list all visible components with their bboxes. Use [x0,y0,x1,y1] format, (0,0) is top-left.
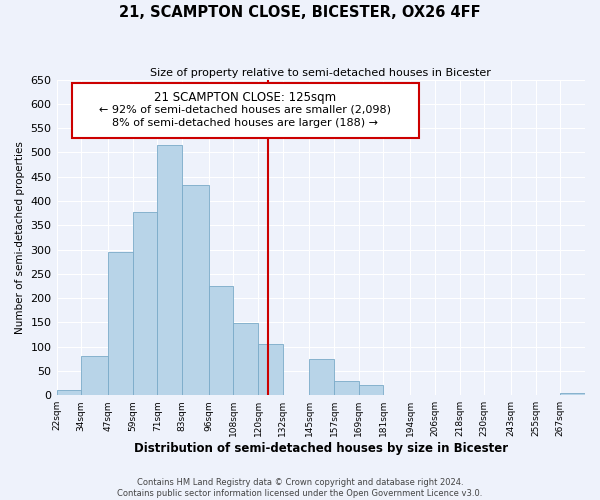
Bar [334,380,359,395]
Bar [233,324,258,395]
Bar [310,359,334,395]
Text: ← 92% of semi-detached houses are smaller (2,098): ← 92% of semi-detached houses are smalle… [100,104,391,115]
Text: 8% of semi-detached houses are larger (188) →: 8% of semi-detached houses are larger (1… [112,118,379,128]
Text: 21 SCAMPTON CLOSE: 125sqm: 21 SCAMPTON CLOSE: 125sqm [154,90,337,104]
Bar [108,252,133,395]
Bar [182,185,209,395]
Text: Contains HM Land Registry data © Crown copyright and database right 2024.
Contai: Contains HM Land Registry data © Crown c… [118,478,482,498]
Y-axis label: Number of semi-detached properties: Number of semi-detached properties [15,141,25,334]
Bar [56,390,81,395]
Bar [258,344,283,395]
Bar [81,356,108,395]
FancyBboxPatch shape [73,83,419,138]
Bar [560,393,585,395]
Title: Size of property relative to semi-detached houses in Bicester: Size of property relative to semi-detach… [151,68,491,78]
Bar [359,384,383,395]
Bar [209,286,233,395]
Bar [133,212,157,395]
X-axis label: Distribution of semi-detached houses by size in Bicester: Distribution of semi-detached houses by … [134,442,508,455]
Bar [157,145,182,395]
Text: 21, SCAMPTON CLOSE, BICESTER, OX26 4FF: 21, SCAMPTON CLOSE, BICESTER, OX26 4FF [119,5,481,20]
